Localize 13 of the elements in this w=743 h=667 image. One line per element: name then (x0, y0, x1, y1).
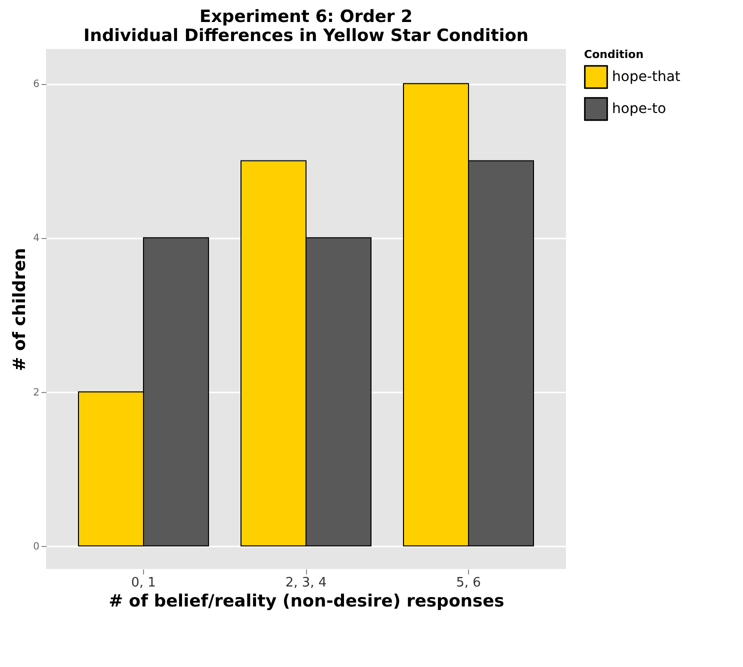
y-axis-title: # of children (10, 248, 30, 372)
y-tick-label: 0 (33, 541, 40, 552)
chart-title: Experiment 6: Order 2 Individual Differences in Yellow Star Condition (84, 7, 528, 46)
y-tick-label: 4 (33, 233, 40, 244)
x-tick-label: 5, 6 (456, 576, 481, 590)
legend-label: hope-to (612, 101, 666, 117)
x-axis-title: # of belief/reality (non-desire) responses (108, 592, 504, 612)
legend-title: Condition (584, 48, 644, 61)
y-tick-label: 2 (33, 387, 40, 398)
x-tick-label: 2, 3, 4 (285, 576, 327, 590)
x-tick-label: 0, 1 (131, 576, 156, 590)
legend-label: hope-that (612, 69, 681, 85)
y-tick-label: 6 (33, 79, 40, 90)
